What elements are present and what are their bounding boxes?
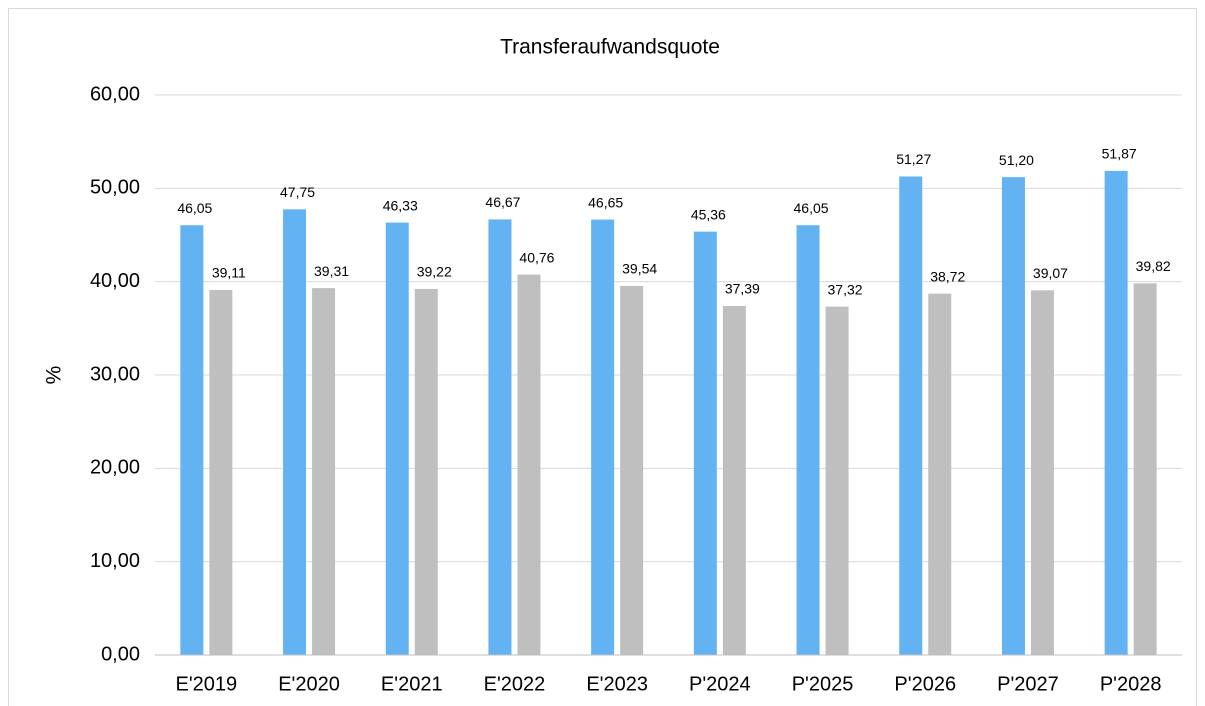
y-tick-label: 10,00 (90, 550, 140, 572)
value-label: 39,11 (212, 265, 246, 281)
bar (1104, 170, 1128, 655)
y-tick-label: 20,00 (90, 457, 140, 479)
value-label: 46,65 (588, 194, 623, 210)
chart-title: Transferaufwandsquote (500, 36, 720, 59)
value-label: 51,20 (999, 152, 1034, 168)
value-label: 39,22 (417, 264, 452, 280)
bar (1030, 290, 1054, 655)
bar (414, 288, 438, 655)
x-tick-label: P'2026 (894, 673, 956, 695)
bar (722, 306, 746, 655)
value-label: 47,75 (280, 184, 315, 200)
x-tick-label: E'2021 (381, 673, 443, 695)
value-label: 51,87 (1102, 146, 1137, 162)
x-tick-label: P'2027 (997, 673, 1059, 695)
value-label: 40,76 (519, 249, 554, 265)
value-label: 39,54 (622, 261, 657, 277)
bar (796, 225, 820, 655)
y-tick-label: 40,00 (90, 270, 140, 292)
value-label: 39,82 (1136, 258, 1171, 274)
value-label: 46,05 (177, 200, 212, 216)
bar (283, 209, 307, 656)
x-tick-label: E'2022 (484, 673, 546, 695)
bar (312, 288, 336, 655)
value-label: 38,72 (930, 268, 965, 284)
bar (693, 231, 717, 655)
y-tick-label: 30,00 (90, 363, 140, 385)
y-tick-label: 60,00 (90, 83, 140, 105)
y-axis-label: % (43, 366, 66, 385)
value-label: 46,67 (485, 194, 520, 210)
value-label: 45,36 (691, 206, 726, 222)
bar (385, 222, 409, 655)
bar (899, 176, 923, 656)
x-tick-label: P'2024 (689, 673, 751, 695)
bar (1133, 283, 1157, 655)
y-tick-label: 50,00 (90, 177, 140, 199)
bar (825, 306, 849, 655)
value-label: 51,27 (896, 151, 931, 167)
value-label: 46,33 (383, 197, 418, 213)
bar (1001, 177, 1025, 655)
bar (517, 274, 541, 655)
bar (488, 219, 512, 655)
value-label: 37,39 (725, 281, 760, 297)
y-tick-label: 0,00 (101, 643, 140, 665)
x-tick-label: E'2023 (586, 673, 648, 695)
bar (591, 219, 615, 655)
value-label: 37,32 (828, 281, 863, 297)
x-tick-label: E'2020 (278, 673, 340, 695)
x-tick-label: P'2025 (792, 673, 854, 695)
bar (620, 285, 644, 655)
x-tick-label: P'2028 (1100, 673, 1162, 695)
value-label: 39,31 (314, 263, 349, 279)
value-label: 46,05 (794, 200, 829, 216)
bar (180, 225, 204, 655)
x-tick-label: E'2019 (176, 673, 238, 695)
bar (209, 289, 233, 655)
value-label: 39,07 (1033, 265, 1068, 281)
bar (928, 293, 952, 655)
